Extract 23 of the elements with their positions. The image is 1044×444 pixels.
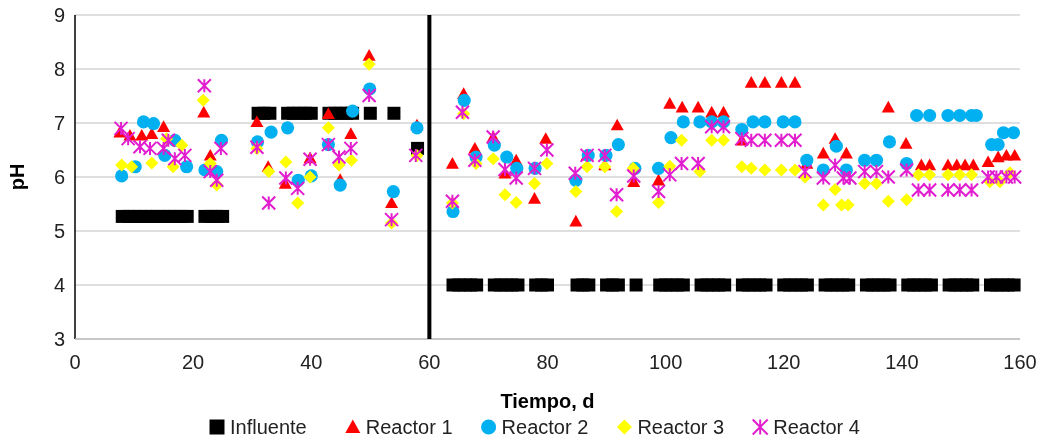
y-axis-title: pH: [6, 163, 28, 191]
x-tick-label: 140: [885, 351, 919, 373]
legend-label: Reactor 3: [637, 416, 725, 438]
x-axis-title: Tiempo, d: [500, 390, 595, 412]
legend-label: Reactor 2: [501, 416, 589, 438]
x-tick-label: 100: [648, 351, 683, 373]
x-tick-label: 160: [1003, 351, 1037, 373]
x-tick-label: 60: [418, 351, 441, 373]
y-tick-label: 8: [53, 58, 65, 80]
y-tick-label: 5: [53, 220, 65, 242]
legend-label: Influente: [230, 416, 307, 438]
y-tick-label: 4: [53, 274, 65, 296]
x-tick-label: 120: [767, 351, 801, 373]
x-tick-label: 40: [300, 351, 323, 373]
x-tick-label: 80: [536, 351, 559, 373]
y-tick-label: 3: [53, 328, 65, 350]
x-tick-label: 20: [182, 351, 205, 373]
y-tick-label: 7: [53, 112, 65, 134]
legend-label: Reactor 4: [773, 416, 860, 438]
y-tick-label: 6: [53, 166, 65, 188]
legend-label: Reactor 1: [365, 416, 453, 438]
x-tick-label: 0: [69, 351, 81, 373]
y-tick-label: 9: [53, 4, 65, 26]
